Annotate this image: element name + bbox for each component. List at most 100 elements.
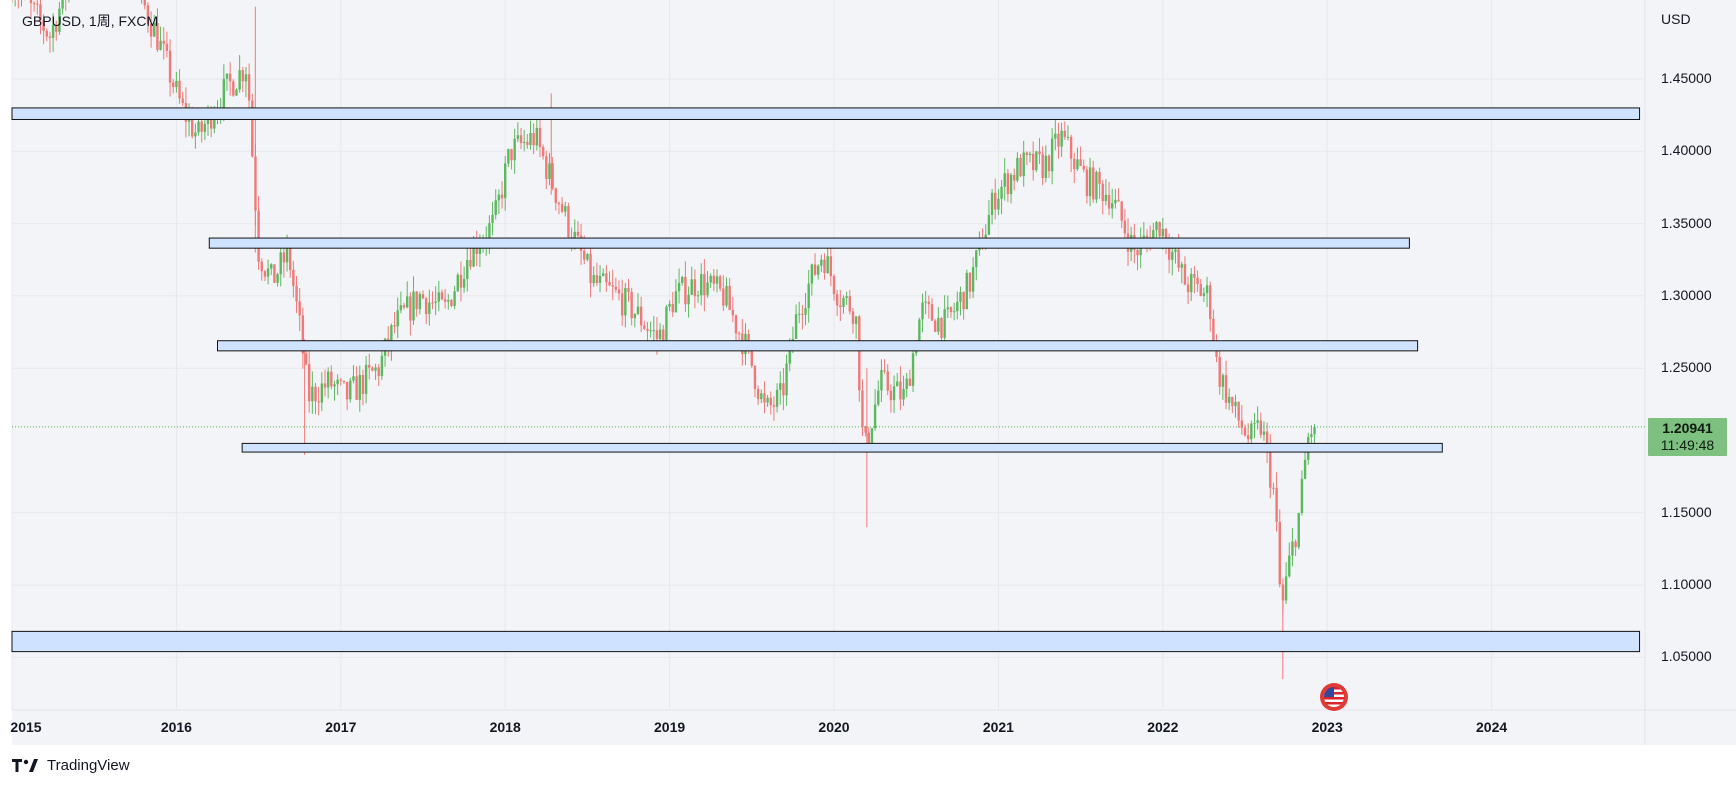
candle-down <box>355 376 358 400</box>
candle-up <box>159 40 162 50</box>
candle-up <box>937 317 940 332</box>
candle-down <box>864 426 867 433</box>
candle-down <box>500 194 504 199</box>
candle-up <box>1028 153 1032 156</box>
candle-up <box>681 277 684 283</box>
candle-down <box>627 287 630 292</box>
candle-down <box>1098 172 1101 184</box>
candle-up <box>956 301 959 312</box>
candle-up <box>1202 293 1206 296</box>
candle-up <box>598 275 602 283</box>
candle-down <box>731 309 735 316</box>
candle-up <box>674 291 678 313</box>
candle-down <box>933 320 937 332</box>
candle-down <box>1158 222 1161 237</box>
candle-down <box>307 364 311 402</box>
candle-down <box>551 163 554 189</box>
candle-down <box>557 202 561 205</box>
candle-up <box>1171 251 1174 260</box>
candle-up <box>785 363 788 396</box>
candle-down <box>440 292 444 300</box>
candle-down <box>1243 427 1247 436</box>
candle-down <box>510 149 513 161</box>
candle-up <box>494 200 497 215</box>
candle-down <box>273 264 276 283</box>
candle-up <box>804 308 807 315</box>
candle-up <box>690 279 693 295</box>
candle-down <box>282 252 286 263</box>
candle-down <box>1278 521 1281 585</box>
candle-up <box>870 428 874 444</box>
candle-up <box>665 306 668 341</box>
candle-up <box>911 353 915 386</box>
candle-down <box>655 330 659 339</box>
tradingview-brand[interactable]: TradingView <box>12 757 130 774</box>
candle-up <box>1035 151 1038 171</box>
candle-down <box>32 3 36 5</box>
candle-down <box>1196 277 1199 284</box>
candle-up <box>1190 273 1193 293</box>
price-tick-label: 1.35000 <box>1661 214 1712 231</box>
candle-down <box>251 100 254 157</box>
candle-up <box>396 310 399 327</box>
candle-down <box>867 432 870 444</box>
candle-down <box>421 294 425 299</box>
candle-down <box>1259 420 1263 435</box>
candle-down <box>345 382 349 400</box>
candles-layer <box>12 0 1316 680</box>
candle-up <box>798 313 801 315</box>
candle-down <box>1275 487 1278 522</box>
candle-down <box>469 260 472 267</box>
time-tick-label: 2015 <box>10 719 42 735</box>
candle-down <box>424 298 428 315</box>
candle-up <box>1000 186 1003 199</box>
candle-down <box>415 291 418 310</box>
candle-up <box>405 296 409 308</box>
candle-down <box>431 302 434 304</box>
candle-down <box>172 82 175 88</box>
candle-up <box>535 127 539 146</box>
time-tick-label: 2021 <box>982 719 1014 735</box>
symbol-title[interactable]: GBPUSD, 1周, FXCM <box>22 13 159 29</box>
candle-down <box>1085 169 1089 197</box>
candle-down <box>1047 155 1051 172</box>
time-tick-label: 2020 <box>818 719 850 735</box>
candle-up <box>1022 152 1025 177</box>
candle-up <box>592 275 595 284</box>
candle-up <box>279 252 282 275</box>
time-tick-label: 2023 <box>1311 719 1343 735</box>
candle-up <box>877 390 880 405</box>
time-tick-label: 2016 <box>160 719 192 735</box>
candle-down <box>1237 401 1240 421</box>
candle-down <box>823 259 826 274</box>
candle-up <box>788 341 791 364</box>
last-price-value: 1.20941 <box>1662 420 1713 436</box>
candle-up <box>153 22 156 37</box>
candle-up <box>364 364 368 394</box>
candle-up <box>1297 512 1300 548</box>
candle-up <box>358 374 361 400</box>
candle-down <box>1167 247 1171 260</box>
time-tick-label: 2017 <box>325 719 357 735</box>
candle-down <box>339 379 342 381</box>
candle-up <box>668 303 671 307</box>
us-flag-icon[interactable] <box>1320 683 1348 711</box>
candle-up <box>1016 157 1019 181</box>
candle-up <box>1180 264 1183 268</box>
candle-up <box>845 296 848 298</box>
candle-up <box>918 319 921 349</box>
candle-down <box>178 80 181 99</box>
candle-down <box>156 22 159 50</box>
time-tick-label: 2019 <box>654 719 686 735</box>
candle-up <box>222 78 226 111</box>
candle-down <box>703 273 706 296</box>
candle-down <box>304 353 308 365</box>
candle-up <box>320 383 324 403</box>
candle-up <box>1284 576 1288 601</box>
candle-up <box>1114 199 1117 204</box>
candle-up <box>602 273 605 276</box>
candle-down <box>289 245 292 270</box>
candle-down <box>1092 167 1095 200</box>
candle-down <box>149 23 153 37</box>
